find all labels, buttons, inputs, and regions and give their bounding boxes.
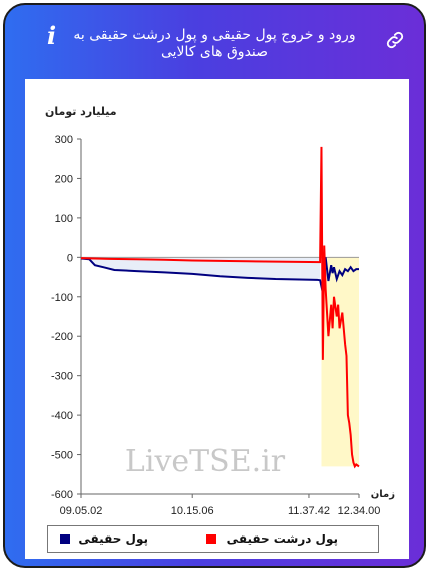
- y-axis-label: میلیارد تومان: [45, 105, 117, 118]
- info-icon[interactable]: i: [47, 21, 57, 50]
- y-tick-label: -200: [51, 331, 73, 343]
- legend-swatch-large: [206, 534, 216, 544]
- x-tick-label: 09.05.02: [60, 505, 103, 517]
- y-tick-label: 300: [55, 134, 73, 146]
- chart-panel: 300 200 100 0 -100 -200 -300 -400 -500 -600 09.05.…: [25, 79, 409, 559]
- y-tick-label: 100: [55, 213, 73, 225]
- y-tick-label: -600: [51, 489, 73, 501]
- legend-swatch-real: [60, 534, 70, 544]
- x-axis-label: زمان: [371, 489, 395, 500]
- y-tick-label: -100: [51, 292, 73, 304]
- legend-label-real: پول حقیقی: [78, 532, 148, 546]
- x-tick-label: 10.15.06: [171, 505, 214, 517]
- link-icon[interactable]: [384, 29, 406, 51]
- y-tick-label: -500: [51, 450, 73, 462]
- x-tick-label: 11.37.42: [288, 505, 330, 517]
- series-line-large: [80, 146, 360, 469]
- y-tick-label: 200: [55, 173, 73, 185]
- y-tick-label: 0: [67, 252, 73, 264]
- x-tick-label: 12.34.00: [338, 505, 381, 517]
- y-tick-label: -400: [51, 410, 73, 422]
- chart-title: ورود و خروج پول حقیقی و پول درشت حقیقی ب…: [73, 27, 356, 60]
- shaded-area: [321, 257, 359, 467]
- card-header: i ورود و خروج پول حقیقی و پول درشت حقیقی…: [5, 5, 424, 73]
- line-chart: 300 200 100 0 -100 -200 -300 -400 -500 -600 09.05.…: [45, 105, 395, 517]
- area-fill: [81, 257, 321, 281]
- legend: پول درشت حقیقی پول حقیقی: [47, 525, 379, 553]
- legend-label-large: پول درشت حقیقی: [226, 532, 338, 546]
- y-tick-label: -300: [51, 371, 73, 383]
- watermark: LiveTSE.ir: [125, 444, 286, 479]
- chart-card: i ورود و خروج پول حقیقی و پول درشت حقیقی…: [3, 3, 426, 568]
